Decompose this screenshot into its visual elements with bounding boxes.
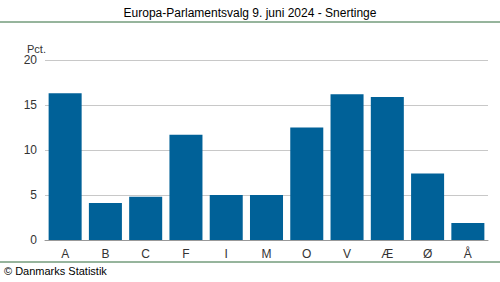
svg-text:C: C [141, 247, 150, 261]
svg-text:V: V [343, 247, 351, 261]
svg-text:Å: Å [464, 246, 472, 261]
svg-text:20: 20 [24, 53, 38, 67]
svg-text:Æ: Æ [381, 247, 393, 261]
svg-text:10: 10 [24, 143, 38, 157]
svg-text:Pct.: Pct. [27, 42, 46, 55]
svg-text:5: 5 [30, 188, 37, 202]
svg-text:15: 15 [24, 98, 38, 112]
svg-text:B: B [101, 247, 109, 261]
svg-text:Europa-Parlamentsvalg 9. juni: Europa-Parlamentsvalg 9. juni 2024 - Sne… [124, 6, 377, 20]
svg-text:A: A [61, 247, 69, 261]
svg-text:O: O [302, 247, 311, 261]
svg-text:I: I [225, 247, 228, 261]
svg-text:© Danmarks Statistik: © Danmarks Statistik [4, 265, 107, 277]
svg-text:F: F [182, 247, 189, 261]
svg-text:M: M [262, 247, 272, 261]
svg-text:0: 0 [30, 233, 37, 247]
svg-text:Ø: Ø [423, 247, 432, 261]
